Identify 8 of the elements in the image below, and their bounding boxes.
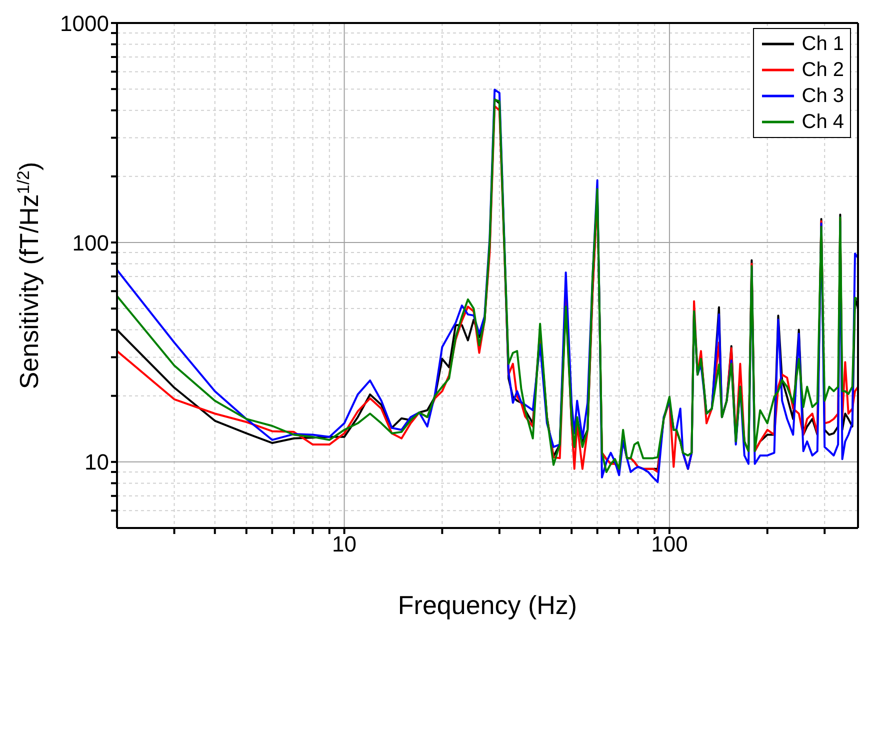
x-axis-title: Frequency (Hz)	[398, 590, 578, 620]
y-tick-label: 100	[72, 230, 109, 256]
y-tick-label: 1000	[60, 10, 109, 36]
legend-label: Ch 2	[802, 58, 844, 82]
legend-label: Ch 4	[802, 110, 844, 134]
legend-label: Ch 3	[802, 84, 844, 108]
legend-label: Ch 1	[802, 32, 844, 56]
y-tick-label: 10	[84, 450, 109, 475]
